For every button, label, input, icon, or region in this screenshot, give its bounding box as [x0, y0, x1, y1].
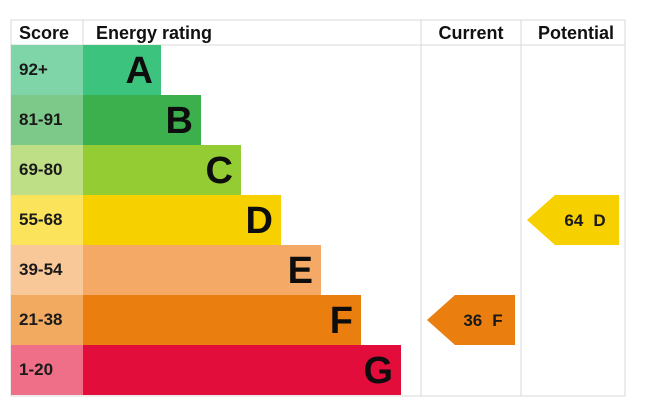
rating-letter-d: D: [246, 200, 273, 242]
score-cell-c: [11, 145, 83, 195]
header-score: Score: [19, 23, 69, 43]
score-cell-b: [11, 95, 83, 145]
score-cell-d: [11, 195, 83, 245]
score-cell-f: [11, 295, 83, 345]
rating-bar-a: [83, 45, 161, 95]
potential-rating-band: D: [593, 211, 605, 230]
score-label-b: 81-91: [19, 110, 62, 129]
score-label-f: 21-38: [19, 310, 62, 329]
rating-letter-b: B: [166, 100, 193, 142]
rating-letter-a: A: [126, 50, 153, 92]
rating-bar-d: [83, 195, 281, 245]
rating-bar-b: [83, 95, 201, 145]
current-rating-arrow: [427, 295, 515, 345]
current-rating-label: 36 F: [463, 311, 502, 330]
header-energy-rating: Energy rating: [96, 23, 212, 43]
score-label-e: 39-54: [19, 260, 63, 279]
rating-letter-f: F: [330, 300, 353, 342]
potential-rating-value: 64: [564, 211, 583, 230]
rating-bar-g: [83, 345, 401, 395]
score-label-g: 1-20: [19, 360, 53, 379]
rating-bar-f: [83, 295, 361, 345]
score-label-d: 55-68: [19, 210, 62, 229]
rating-bands: 92+ A 81-91 B 69-80 C 55-68 D 39-54 E 21-38 F 1-20 G: [11, 45, 401, 395]
header-potential: Potential: [538, 23, 614, 43]
rating-letter-c: C: [206, 150, 233, 192]
rating-letter-e: E: [288, 250, 313, 292]
rating-bar-c: [83, 145, 241, 195]
score-label-c: 69-80: [19, 160, 62, 179]
current-rating-band: F: [492, 311, 502, 330]
rating-bar-e: [83, 245, 321, 295]
potential-rating-label: 64 D: [564, 211, 605, 230]
score-cell-a: [11, 45, 83, 95]
rating-markers: 36 F 64 D: [427, 195, 619, 345]
rating-letter-g: G: [363, 350, 393, 392]
score-label-a: 92+: [19, 60, 48, 79]
potential-rating-arrow: [527, 195, 619, 245]
score-cell-e: [11, 245, 83, 295]
score-cell-g: [11, 345, 83, 395]
header-current: Current: [438, 23, 503, 43]
current-rating-value: 36: [463, 311, 482, 330]
